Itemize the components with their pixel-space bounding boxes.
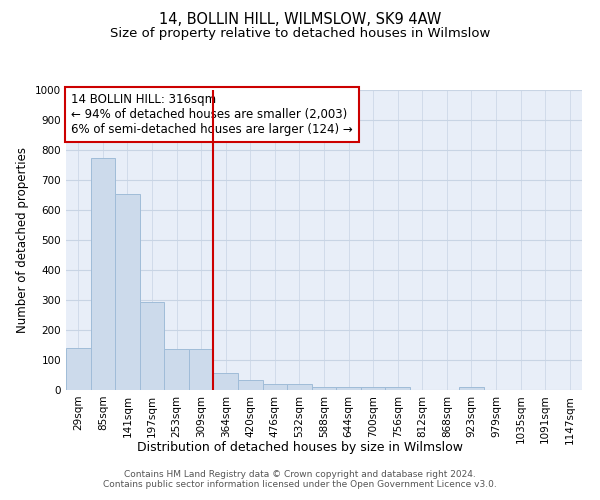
Text: 14 BOLLIN HILL: 316sqm
← 94% of detached houses are smaller (2,003)
6% of semi-d: 14 BOLLIN HILL: 316sqm ← 94% of detached…: [71, 93, 353, 136]
Bar: [214, 373, 238, 390]
Bar: [66, 348, 91, 390]
Y-axis label: Number of detached properties: Number of detached properties: [16, 147, 29, 333]
Text: 14, BOLLIN HILL, WILMSLOW, SK9 4AW: 14, BOLLIN HILL, WILMSLOW, SK9 4AW: [159, 12, 441, 28]
Bar: [140, 302, 164, 390]
Bar: [238, 380, 263, 390]
Bar: [91, 158, 115, 390]
Text: Contains HM Land Registry data © Crown copyright and database right 2024.: Contains HM Land Registry data © Crown c…: [124, 470, 476, 479]
Bar: [312, 387, 336, 390]
Bar: [115, 194, 140, 390]
Text: Distribution of detached houses by size in Wilmslow: Distribution of detached houses by size …: [137, 441, 463, 454]
Bar: [459, 387, 484, 390]
Bar: [361, 387, 385, 390]
Bar: [263, 384, 287, 390]
Bar: [385, 387, 410, 390]
Bar: [189, 348, 214, 390]
Bar: [336, 387, 361, 390]
Bar: [164, 348, 189, 390]
Text: Contains public sector information licensed under the Open Government Licence v3: Contains public sector information licen…: [103, 480, 497, 489]
Text: Size of property relative to detached houses in Wilmslow: Size of property relative to detached ho…: [110, 28, 490, 40]
Bar: [287, 384, 312, 390]
